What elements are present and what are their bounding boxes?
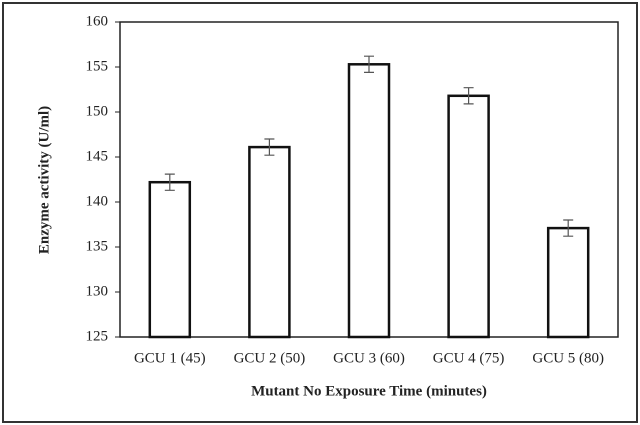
bar — [148, 180, 192, 339]
y-tick-label: 150 — [86, 103, 109, 119]
x-tick-label: GCU 1 (45) — [134, 350, 206, 366]
bar — [447, 94, 490, 339]
bar — [546, 226, 590, 339]
y-tick-label: 160 — [86, 13, 109, 29]
y-tick-label: 135 — [86, 238, 109, 254]
y-tick-label: 155 — [86, 58, 109, 74]
y-tick-label: 125 — [86, 328, 109, 344]
bar — [248, 145, 291, 339]
bar — [347, 63, 391, 339]
x-tick-label: GCU 4 (75) — [433, 350, 505, 366]
error-bar — [463, 87, 474, 105]
error-bar — [264, 138, 275, 156]
x-tick-label: GCU 5 (80) — [532, 350, 604, 366]
y-tick-label: 145 — [86, 148, 109, 164]
x-tick-label: GCU 3 (60) — [333, 350, 405, 366]
error-bar — [364, 55, 374, 73]
x-axis-title: Mutant No Exposure Time (minutes) — [251, 383, 487, 399]
y-tick-label: 130 — [86, 283, 109, 299]
y-tick-label: 140 — [86, 193, 109, 209]
x-tick-label: GCU 2 (50) — [234, 350, 306, 366]
error-bar — [164, 173, 175, 191]
error-bar — [563, 219, 574, 237]
y-axis-title: Enzyme activity (U/ml) — [36, 106, 52, 254]
